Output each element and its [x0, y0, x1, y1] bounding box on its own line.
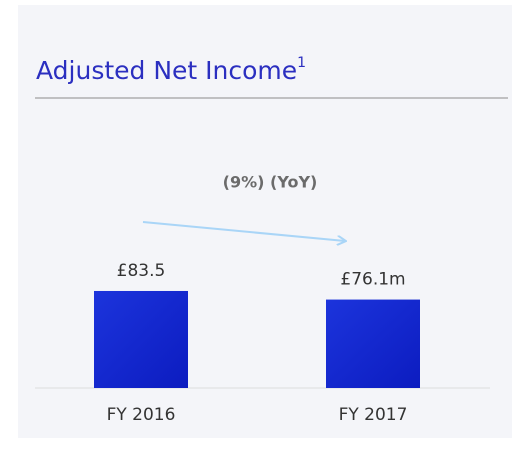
value-label: £76.1m	[340, 270, 405, 290]
x-tick-label: FY 2016	[107, 405, 176, 425]
x-tick-label: FY 2017	[339, 405, 408, 425]
annotation: (9%) (YoY)	[223, 173, 318, 192]
chart-title: Adjusted Net Income1	[36, 55, 306, 85]
value-label: £83.5	[117, 261, 166, 281]
bar	[94, 290, 188, 388]
bar	[326, 299, 420, 388]
title-footnote: 1	[297, 55, 306, 71]
trend-arrow	[142, 221, 345, 241]
title-text: Adjusted Net Income	[36, 56, 297, 85]
